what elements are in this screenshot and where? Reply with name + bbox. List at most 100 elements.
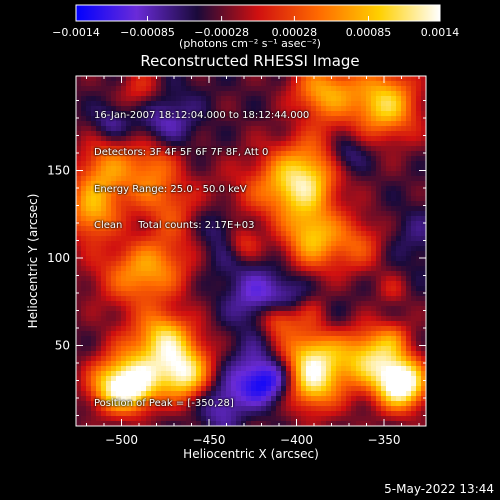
heatmap-cell xyxy=(171,176,177,182)
heatmap-cell xyxy=(411,246,417,252)
heatmap-cell xyxy=(316,176,322,182)
heatmap-cell xyxy=(336,391,342,397)
heatmap-cell xyxy=(326,116,332,122)
heatmap-cell xyxy=(266,276,272,282)
heatmap-cell xyxy=(331,186,337,192)
heatmap-cell xyxy=(116,211,122,217)
heatmap-cell xyxy=(221,86,227,92)
heatmap-cell xyxy=(86,206,92,212)
heatmap-cell xyxy=(81,401,87,407)
heatmap-cell xyxy=(136,146,142,152)
heatmap-cell xyxy=(156,306,162,312)
heatmap-cell xyxy=(136,221,142,227)
heatmap-cell xyxy=(86,286,92,292)
heatmap-cell xyxy=(271,411,277,417)
heatmap-cell xyxy=(176,381,182,387)
heatmap-cell xyxy=(356,386,362,392)
heatmap-cell xyxy=(156,371,162,377)
heatmap-cell xyxy=(366,91,372,97)
heatmap-cell xyxy=(411,356,417,362)
heatmap-cell xyxy=(171,141,177,147)
heatmap-cell xyxy=(236,401,242,407)
heatmap-cell xyxy=(271,101,277,107)
heatmap-cell xyxy=(146,106,152,112)
heatmap-cell xyxy=(376,121,382,127)
heatmap-cell xyxy=(186,76,192,82)
heatmap-cell xyxy=(331,156,337,162)
heatmap-cell xyxy=(106,156,112,162)
heatmap-cell xyxy=(361,106,367,112)
heatmap-cell xyxy=(106,251,112,257)
heatmap-cell xyxy=(101,91,107,97)
heatmap-cell xyxy=(226,91,232,97)
heatmap-cell xyxy=(401,311,407,317)
heatmap-cell xyxy=(371,96,377,102)
heatmap-cell xyxy=(151,321,157,327)
heatmap-cell xyxy=(421,206,426,212)
heatmap-cell xyxy=(361,241,367,247)
heatmap-cell xyxy=(146,386,152,392)
heatmap-cell xyxy=(341,101,347,107)
heatmap-cell xyxy=(386,286,392,292)
heatmap-cell xyxy=(86,121,92,127)
heatmap-cell xyxy=(216,256,222,262)
heatmap-cell xyxy=(136,121,142,127)
heatmap-cell xyxy=(151,211,157,217)
heatmap-cell xyxy=(111,351,117,357)
heatmap-cell xyxy=(381,116,387,122)
heatmap-cell xyxy=(351,81,357,87)
heatmap-cell xyxy=(336,131,342,137)
heatmap-cell xyxy=(191,126,197,132)
heatmap-cell xyxy=(206,391,212,397)
heatmap-cell xyxy=(191,366,197,372)
heatmap-cell xyxy=(311,406,317,412)
heatmap-cell xyxy=(341,86,347,92)
heatmap-cell xyxy=(111,176,117,182)
heatmap-cell xyxy=(126,96,132,102)
heatmap-cell xyxy=(211,381,217,387)
heatmap-cell xyxy=(166,346,172,352)
heatmap-cell xyxy=(341,391,347,397)
heatmap-cell xyxy=(171,226,177,232)
heatmap-cell xyxy=(396,171,402,177)
heatmap-cell xyxy=(316,201,322,207)
heatmap-cell xyxy=(326,211,332,217)
heatmap-cell xyxy=(396,226,402,232)
heatmap-cell xyxy=(241,206,247,212)
heatmap-cell xyxy=(206,91,212,97)
heatmap-cell xyxy=(336,166,342,172)
heatmap-cell xyxy=(356,186,362,192)
heatmap-cell xyxy=(206,156,212,162)
heatmap-cell xyxy=(141,261,147,267)
heatmap-cell xyxy=(116,111,122,117)
heatmap-cell xyxy=(151,346,157,352)
heatmap-cell xyxy=(271,256,277,262)
heatmap-cell xyxy=(346,166,352,172)
heatmap-cell xyxy=(266,291,272,297)
heatmap-cell xyxy=(381,136,387,142)
heatmap-cell xyxy=(146,166,152,172)
heatmap-cell xyxy=(196,391,202,397)
heatmap-cell xyxy=(246,151,252,157)
heatmap-cell xyxy=(96,91,102,97)
heatmap-cell xyxy=(91,321,97,327)
heatmap-cell xyxy=(126,306,132,312)
heatmap-cell xyxy=(236,361,242,367)
heatmap-cell xyxy=(326,206,332,212)
heatmap-cell xyxy=(131,116,137,122)
heatmap-cell xyxy=(76,376,82,382)
heatmap-cell xyxy=(126,191,132,197)
heatmap-cell xyxy=(206,311,212,317)
heatmap-cell xyxy=(296,186,302,192)
heatmap-cell xyxy=(101,201,107,207)
heatmap-cell xyxy=(366,86,372,92)
heatmap-cell xyxy=(96,111,102,117)
heatmap-cell xyxy=(81,206,87,212)
heatmap-cell xyxy=(116,101,122,107)
heatmap-cell xyxy=(306,376,312,382)
heatmap-cell xyxy=(131,296,137,302)
heatmap-cell xyxy=(191,406,197,412)
heatmap-cell xyxy=(306,171,312,177)
heatmap-cell xyxy=(256,276,262,282)
heatmap-cell xyxy=(256,151,262,157)
